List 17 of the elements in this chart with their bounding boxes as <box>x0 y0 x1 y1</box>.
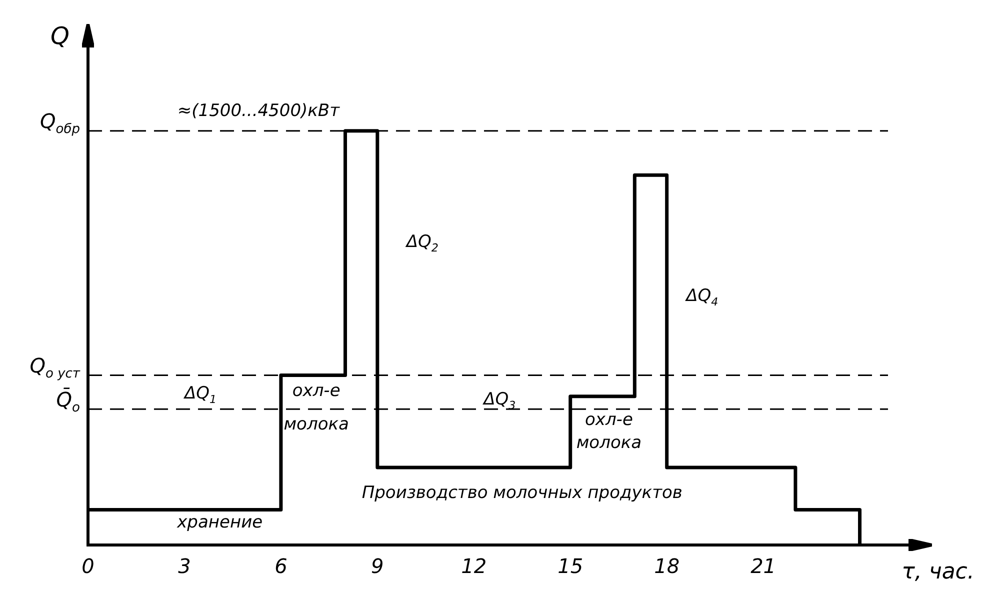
annotation: молока <box>284 414 349 434</box>
x-tick-label: 21 <box>750 554 776 578</box>
x-axis-title: τ, час. <box>902 560 974 585</box>
x-tick-label: 12 <box>461 554 487 578</box>
annotation: хранение <box>176 512 263 532</box>
y-axis-title: Q <box>50 22 70 50</box>
annotation: Производство молочных продуктов <box>362 483 682 504</box>
annotation: охл-е <box>292 381 340 402</box>
x-tick-label: 18 <box>654 554 680 578</box>
x-tick-label: 9 <box>371 554 384 578</box>
annotation: охл-е <box>584 410 633 430</box>
x-tick-label: 3 <box>178 554 191 578</box>
annotation: молока <box>576 432 642 453</box>
x-tick-label: 6 <box>274 554 288 578</box>
text: ≈(1500...4500)кВт <box>177 101 341 122</box>
x-tick-label: 0 <box>82 554 94 578</box>
x-tick-label: 15 <box>558 554 584 578</box>
